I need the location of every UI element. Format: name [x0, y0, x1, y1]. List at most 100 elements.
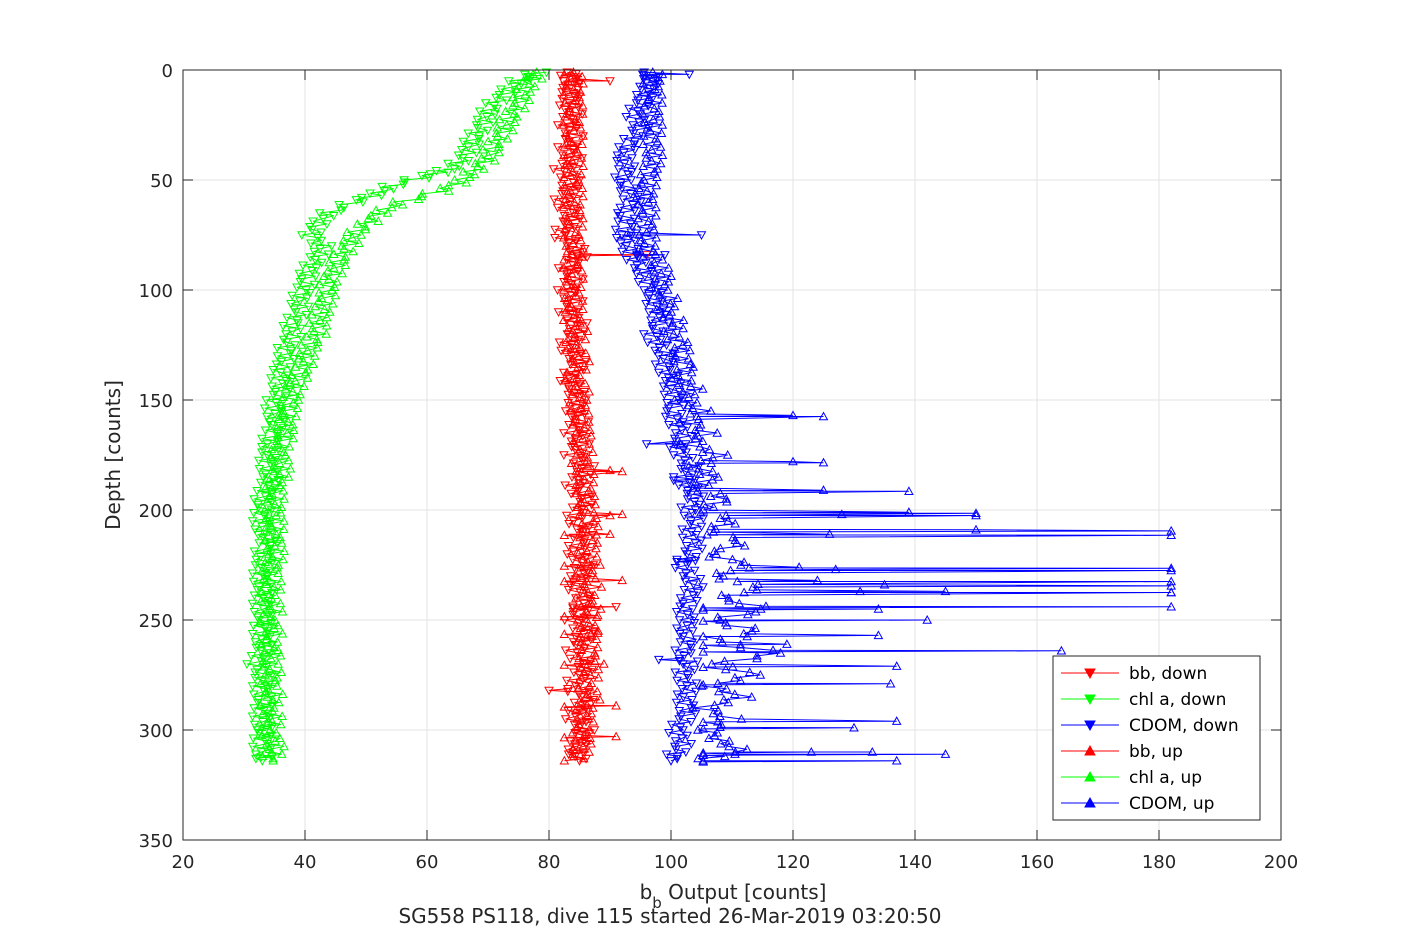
data-point-marker	[574, 117, 585, 126]
data-point-marker	[593, 672, 604, 682]
data-point-marker	[249, 608, 260, 617]
legend-entry-label: CDOM, down	[1129, 716, 1239, 736]
data-point-marker	[682, 671, 693, 681]
data-point-marker	[584, 724, 594, 734]
data-point-marker	[267, 558, 277, 568]
data-point-marker	[707, 466, 718, 476]
data-point-marker	[573, 502, 583, 511]
data-point-marker	[658, 382, 669, 392]
data-point-marker	[578, 161, 589, 170]
data-point-marker	[570, 95, 581, 104]
data-point-marker	[571, 570, 582, 580]
data-point-marker	[631, 184, 642, 194]
data-point-marker	[503, 77, 514, 87]
data-point-marker	[593, 625, 604, 635]
data-point-marker	[695, 419, 706, 429]
data-point-marker	[704, 444, 715, 454]
data-point-marker	[685, 641, 696, 650]
data-point-marker	[698, 616, 709, 625]
data-point-marker	[562, 271, 573, 280]
data-point-marker	[1166, 563, 1177, 572]
data-point-marker	[676, 410, 687, 419]
data-point-marker	[633, 107, 643, 117]
data-point-marker	[347, 232, 358, 242]
data-point-marker	[650, 210, 661, 220]
data-point-marker	[314, 209, 325, 219]
data-point-marker	[655, 141, 666, 151]
data-point-marker	[585, 669, 595, 679]
data-point-marker	[491, 128, 502, 137]
data-point-marker	[664, 729, 674, 738]
data-point-marker	[698, 723, 709, 733]
data-point-marker	[563, 133, 573, 143]
data-point-marker	[568, 84, 579, 93]
data-point-marker	[563, 586, 574, 595]
data-point-marker	[579, 327, 590, 337]
data-point-marker	[321, 320, 332, 330]
data-point-marker	[379, 187, 390, 197]
data-point-marker	[653, 287, 664, 297]
data-point-marker	[689, 498, 700, 507]
data-point-marker	[307, 309, 317, 319]
data-point-marker	[732, 576, 743, 586]
data-point-marker	[575, 122, 586, 132]
data-point-marker	[550, 234, 560, 243]
data-point-marker	[295, 278, 306, 287]
data-point-marker	[674, 378, 684, 388]
data-point-marker	[585, 470, 596, 480]
data-point-marker	[579, 245, 590, 254]
data-point-marker	[653, 655, 664, 665]
data-point-marker	[569, 564, 580, 573]
data-point-marker	[624, 104, 634, 114]
data-point-marker	[618, 135, 629, 144]
data-point-marker	[628, 121, 638, 131]
data-point-marker	[706, 521, 717, 531]
data-point-marker	[675, 723, 686, 733]
data-point-marker	[581, 504, 592, 514]
data-point-marker	[463, 129, 474, 139]
data-point-marker	[264, 418, 275, 428]
data-point-marker	[265, 566, 275, 576]
data-point-marker	[677, 339, 688, 349]
data-point-marker	[255, 553, 266, 562]
data-point-marker	[582, 319, 592, 329]
data-point-marker	[710, 524, 721, 533]
data-point-marker	[1166, 525, 1177, 535]
data-point-marker	[712, 716, 723, 726]
data-point-marker	[663, 374, 674, 384]
data-point-marker	[273, 476, 283, 485]
data-point-marker	[552, 286, 563, 296]
data-point-marker	[699, 499, 709, 509]
data-point-marker	[257, 751, 268, 761]
data-point-marker	[376, 191, 387, 201]
data-point-marker	[672, 293, 683, 302]
data-point-marker	[667, 348, 678, 357]
data-point-marker	[641, 300, 651, 309]
data-point-marker	[338, 235, 349, 245]
data-point-marker	[304, 317, 315, 327]
data-point-marker	[558, 119, 569, 129]
data-point-marker	[657, 97, 667, 107]
data-point-marker	[682, 495, 693, 505]
data-point-marker	[661, 750, 672, 760]
data-point-marker	[295, 297, 305, 307]
data-point-marker	[449, 165, 460, 175]
data-point-marker	[565, 185, 576, 195]
data-point-marker	[568, 67, 579, 76]
y-tick-label: 350	[139, 831, 173, 852]
data-point-marker	[695, 575, 706, 584]
data-point-marker	[277, 379, 288, 389]
data-point-marker	[568, 459, 579, 469]
data-point-marker	[818, 485, 829, 494]
data-point-marker	[579, 579, 590, 588]
data-point-marker	[271, 727, 281, 737]
data-point-marker	[680, 456, 690, 466]
data-point-marker	[662, 334, 673, 344]
data-point-marker	[250, 561, 261, 571]
data-point-marker	[666, 306, 677, 316]
data-point-marker	[250, 525, 260, 535]
data-point-marker	[630, 236, 640, 246]
data-point-marker	[678, 599, 688, 609]
data-point-marker	[639, 272, 650, 282]
data-point-marker	[292, 283, 302, 293]
